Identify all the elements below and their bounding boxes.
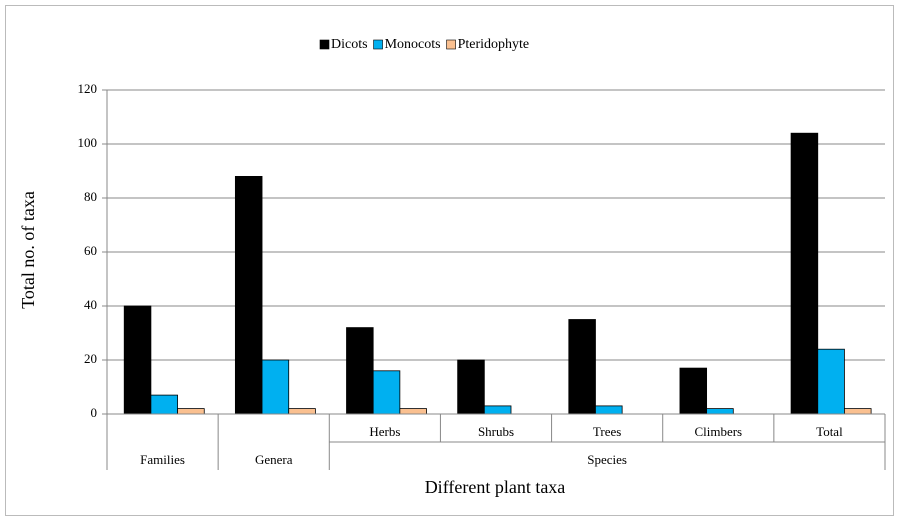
bar: [288, 408, 316, 415]
legend-swatch: [373, 39, 383, 50]
group-label: Families: [140, 452, 185, 467]
x-tick-label: Total: [816, 424, 843, 439]
legend-swatch: [446, 39, 456, 50]
chart-border: [5, 5, 894, 516]
x-tick-label: Climbers: [694, 424, 742, 439]
y-tick-label: 100: [78, 135, 98, 150]
bar: [372, 370, 401, 415]
legend-swatch: [319, 39, 330, 50]
group-label: Species: [587, 452, 627, 467]
bar: [399, 408, 427, 415]
bar: [123, 305, 152, 415]
bar: [706, 408, 734, 415]
bar: [817, 348, 845, 415]
legend-label: Dicots: [331, 37, 368, 52]
bar: [234, 175, 263, 415]
x-tick-label: Trees: [593, 424, 621, 439]
bar: [457, 359, 485, 415]
bar: [679, 367, 708, 415]
y-tick-label: 20: [84, 351, 97, 366]
bar: [177, 408, 205, 415]
bar: [346, 327, 374, 415]
bar: [150, 394, 178, 415]
bar: [790, 132, 819, 415]
legend-label: Monocots: [385, 37, 441, 52]
y-tick-label: 120: [78, 81, 98, 96]
x-axis-label: Different plant taxa: [425, 477, 566, 497]
x-tick-label: Shrubs: [478, 424, 514, 439]
bar: [568, 319, 596, 415]
bar: [261, 359, 290, 415]
y-tick-label: 80: [84, 189, 97, 204]
legend-label: Pteridophyte: [458, 37, 530, 52]
y-tick-label: 40: [84, 297, 97, 312]
y-tick-label: 60: [84, 243, 97, 258]
y-axis-label: Total no. of taxa: [18, 191, 38, 309]
bar: [595, 405, 623, 415]
bar: [483, 405, 512, 415]
x-tick-label: Herbs: [369, 424, 400, 439]
group-label: Genera: [255, 452, 293, 467]
y-tick-label: 0: [91, 405, 98, 420]
bar: [844, 408, 872, 415]
